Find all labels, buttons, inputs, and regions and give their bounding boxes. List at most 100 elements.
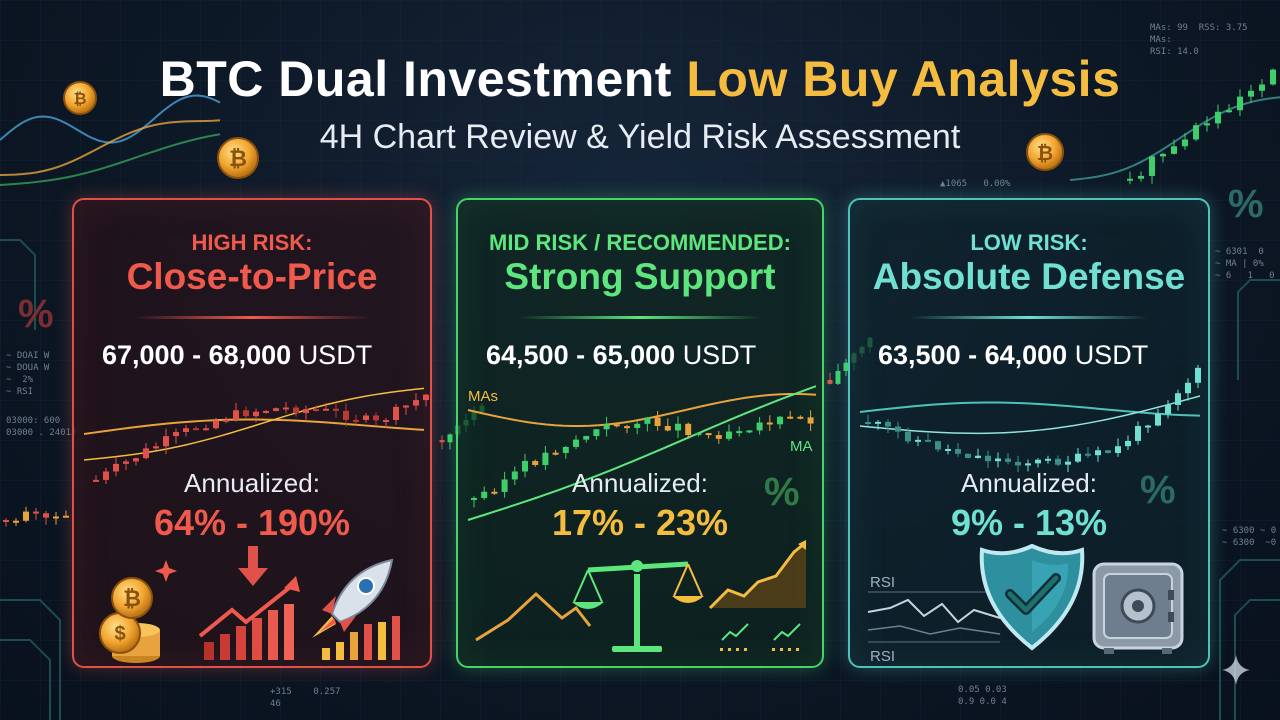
- risk-label: MID RISK / RECOMMENDED:: [489, 230, 791, 255]
- card-low-risk: LOW RISK: Absolute Defense % 63,500 - 64…: [848, 198, 1210, 668]
- candle-body: [562, 446, 569, 453]
- candle-body: [675, 423, 681, 431]
- price-range: 64,500 - 65,000 USDT: [486, 340, 757, 370]
- risk-label: HIGH RISK:: [191, 230, 313, 255]
- candle-body: [93, 479, 99, 482]
- candle-body: [413, 400, 419, 406]
- candle-body: [213, 420, 219, 429]
- candle-body: [522, 460, 528, 472]
- candle-body: [1127, 178, 1133, 181]
- candle-body: [43, 513, 49, 518]
- candle-body: [173, 432, 179, 437]
- candle-body: [1270, 69, 1276, 85]
- candle-body: [1138, 175, 1144, 179]
- card-high-risk: HIGH RISK: Close-to-Price 67,000 - 68,00…: [72, 198, 432, 668]
- candle-body: [163, 436, 169, 447]
- candle-body: [705, 433, 712, 436]
- candle-body: [1035, 459, 1041, 464]
- candle-body: [1193, 125, 1199, 140]
- candle-body: [685, 423, 692, 436]
- candle-body: [935, 441, 941, 450]
- candle-body: [766, 422, 773, 425]
- chart-tag: MAs: [468, 388, 498, 405]
- candle-body: [965, 453, 971, 458]
- candle-body: [1095, 450, 1101, 456]
- price-chart: [859, 364, 1201, 473]
- moving-average-line: [83, 418, 425, 435]
- candle-body: [403, 405, 409, 408]
- candle-body: [153, 446, 159, 449]
- candle-body: [1125, 440, 1131, 447]
- page-title: BTC Dual Investment Low Buy Analysis: [0, 50, 1280, 108]
- candle-body: [13, 520, 19, 523]
- card-mid-risk: MID RISK / RECOMMENDED: Strong Support M…: [456, 198, 824, 668]
- candle-body: [843, 362, 849, 371]
- svg-text:₿: ₿: [1037, 143, 1053, 165]
- candle-body: [1085, 453, 1091, 456]
- candle-body: [1226, 110, 1232, 113]
- percent-symbol: %: [1228, 182, 1264, 226]
- candle-body: [1015, 461, 1021, 466]
- ticker-readout: ~ 6301 0 ~ MA | 0% ~ 6 1 0: [1215, 247, 1275, 281]
- price-range: 67,000 - 68,000 USDT: [102, 340, 373, 370]
- candle-body: [807, 417, 814, 424]
- strategy-name: Close-to-Price: [126, 256, 378, 297]
- candle-body: [1155, 413, 1161, 426]
- candle-body: [363, 415, 369, 421]
- candle-body: [865, 422, 871, 424]
- candle-body: [1149, 156, 1155, 176]
- candle-body: [323, 408, 329, 411]
- candle-body: [827, 380, 833, 384]
- candle-body: [439, 440, 445, 443]
- svg-text:₿: ₿: [73, 90, 86, 108]
- percent-symbol: %: [764, 470, 800, 514]
- chart-tag: RSI: [870, 574, 896, 591]
- rising-bars-icon: [198, 576, 300, 660]
- candle-body: [542, 452, 549, 466]
- rising-bars-icon: [322, 616, 400, 660]
- candle-body: [393, 406, 399, 421]
- ticker-readout: ▲1065 0.00%: [940, 179, 1011, 189]
- candle-body: [1135, 425, 1141, 441]
- title-main: BTC Dual Investment: [159, 51, 672, 107]
- bitcoin-coin-icon: ₿: [217, 137, 259, 179]
- candle-body: [1215, 111, 1221, 124]
- candle-body: [945, 449, 951, 452]
- candle-body: [613, 424, 620, 427]
- candle-body: [223, 419, 229, 422]
- divider: [134, 316, 370, 319]
- moving-average-line: [467, 393, 817, 427]
- candle-body: [885, 421, 891, 427]
- card-icons: [475, 540, 806, 652]
- annualized-yield: 17% - 23%: [551, 502, 729, 543]
- candle-body: [253, 411, 259, 417]
- candle-body: [283, 407, 289, 410]
- candle-body: [1160, 153, 1166, 157]
- svg-text:$: $: [114, 623, 125, 645]
- annualized-label: Annualized:: [184, 468, 320, 498]
- safe-vault-icon: [1092, 562, 1184, 654]
- ticker-readout: 03000: 600 03000 . 2401J: [6, 416, 77, 438]
- candle-body: [736, 431, 743, 434]
- candle-body: [343, 410, 349, 420]
- svg-text:₿: ₿: [123, 586, 141, 611]
- candle-body: [303, 409, 309, 414]
- candle-body: [1237, 96, 1243, 111]
- moving-average-line: [859, 401, 1201, 417]
- chart-tag: RSI: [870, 648, 896, 665]
- strategy-name: Absolute Defense: [872, 256, 1186, 297]
- candle-body: [373, 415, 379, 421]
- candle-body: [1171, 146, 1177, 154]
- ticker-readout: MAs: 99 RSS: 3.75 MAs: RSI: 14.0: [1150, 23, 1248, 57]
- candle-body: [1065, 461, 1071, 465]
- ticker-readout: ~ DOAI W ~ DOUA W ~ 2% ~ RSI: [6, 351, 50, 397]
- price-range: 63,500 - 64,000 USDT: [878, 340, 1149, 370]
- candle-body: [532, 460, 539, 466]
- sparkle-icon: [1222, 655, 1250, 685]
- candle-body: [787, 416, 794, 419]
- candle-body: [1105, 450, 1111, 454]
- candle-body: [243, 410, 249, 417]
- candle-body: [143, 448, 149, 459]
- sparkle-icon: [155, 560, 177, 582]
- candle-body: [423, 394, 429, 401]
